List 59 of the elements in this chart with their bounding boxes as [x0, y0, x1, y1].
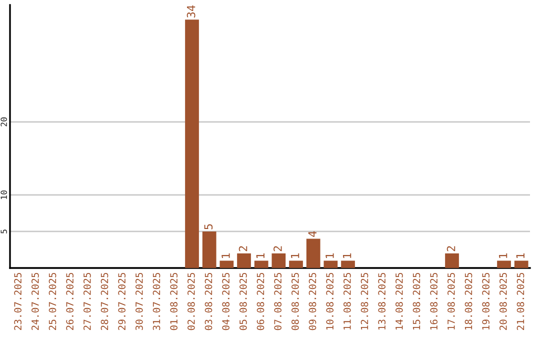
bar [202, 231, 216, 268]
x-tick-label: 09.08.2025 [308, 272, 316, 330]
x-tick-label: 31.07.2025 [152, 272, 160, 330]
x-tick-label: 11.08.2025 [343, 272, 351, 330]
bar [237, 253, 251, 268]
data-label: 34 [186, 5, 196, 18]
x-tick-label: 16.08.2025 [430, 272, 438, 330]
x-tick-label: 13.08.2025 [378, 272, 386, 330]
x-tick-label: 05.08.2025 [239, 272, 247, 330]
x-tick-label: 04.08.2025 [222, 272, 230, 330]
bar [272, 253, 286, 268]
x-tick-label: 01.08.2025 [170, 272, 178, 330]
x-tick-label: 14.08.2025 [395, 272, 403, 330]
x-tick-label: 19.08.2025 [482, 272, 490, 330]
x-tick-label: 17.08.2025 [447, 272, 455, 330]
bar [341, 260, 355, 268]
x-tick-label: 29.07.2025 [118, 272, 126, 330]
data-label: 1 [222, 253, 230, 258]
bar [254, 260, 268, 268]
x-tick-label: 12.08.2025 [360, 272, 368, 330]
data-label: 1 [516, 253, 524, 258]
x-tick-label: 15.08.2025 [412, 272, 420, 330]
x-tick-label: 06.08.2025 [256, 272, 264, 330]
bar [289, 260, 303, 268]
data-label: 2 [274, 246, 282, 252]
x-tick-label: 20.08.2025 [499, 272, 507, 330]
data-label: 1 [326, 253, 334, 258]
x-tick-label: 23.07.2025 [14, 272, 22, 330]
data-label: 2 [238, 246, 248, 252]
data-label: 2 [446, 246, 456, 252]
x-tick-label: 28.07.2025 [100, 272, 108, 330]
x-tick-label: 30.07.2025 [135, 272, 143, 330]
bar [185, 20, 199, 268]
bar [306, 238, 320, 268]
bar [497, 260, 511, 268]
x-tick-label: 25.07.2025 [48, 272, 56, 330]
data-label: 1 [290, 253, 300, 258]
data-label: 1 [342, 253, 352, 258]
data-label: 1 [498, 253, 508, 258]
x-tick-label: 24.07.2025 [31, 272, 39, 330]
bar [324, 260, 338, 268]
y-tick-label: 10 [0, 190, 7, 199]
x-tick-label: 10.08.2025 [326, 272, 334, 330]
bar [445, 253, 459, 268]
y-tick-label: 5 [0, 230, 7, 234]
x-tick-label: 02.08.2025 [187, 272, 195, 330]
x-tick-label: 26.07.2025 [66, 272, 74, 330]
bar [514, 260, 528, 268]
bar [220, 260, 234, 268]
data-label: 4 [308, 231, 316, 237]
x-tick-label: 18.08.2025 [464, 272, 472, 330]
y-tick-label: 20 [0, 117, 7, 126]
data-label: 5 [204, 224, 213, 230]
x-tick-label: 07.08.2025 [274, 272, 282, 330]
x-tick-label: 08.08.2025 [291, 272, 299, 330]
data-label: 1 [256, 253, 264, 258]
x-tick-label: 27.07.2025 [83, 272, 91, 330]
x-tick-label: 21.08.2025 [516, 272, 524, 330]
x-tick-label: 03.08.2025 [204, 272, 212, 330]
